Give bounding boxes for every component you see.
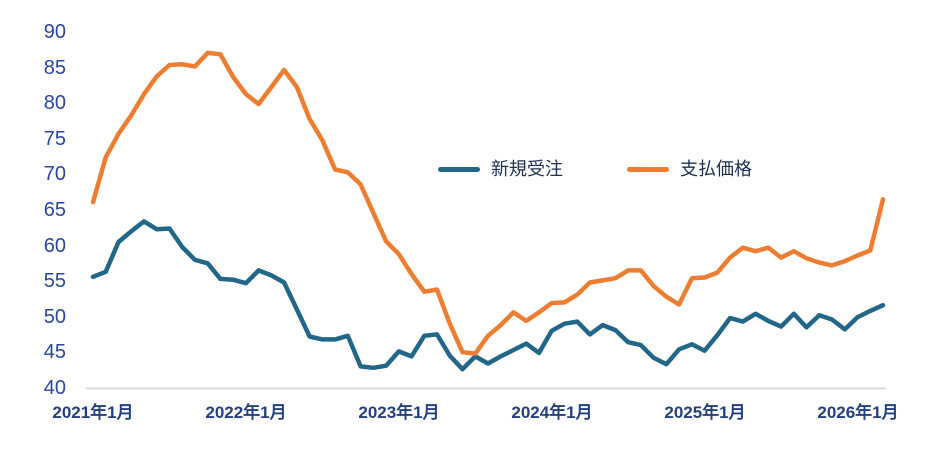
x-tick-label-2026: 2026年1月 [817, 403, 899, 422]
x-tick-label-2022: 2022年1月 [205, 403, 287, 422]
x-tick-label-2021: 2021年1月 [52, 403, 134, 422]
y-tick-label-85: 85 [43, 57, 66, 79]
legend-label-new-orders: 新規受注 [491, 159, 563, 179]
y-tick-label-90: 90 [43, 21, 66, 43]
y-tick-label-70: 70 [43, 163, 66, 185]
y-tick-label-60: 60 [43, 235, 66, 257]
new-orders-line-swatch [438, 166, 480, 172]
prices-paid-line-swatch [627, 166, 669, 172]
legend-item-prices-paid: 支払価格 [627, 158, 752, 180]
legend-label-prices-paid: 支払価格 [680, 159, 752, 179]
y-tick-label-45: 45 [43, 341, 66, 363]
new-orders-line [90, 219, 886, 372]
x-tick-label-2024: 2024年1月 [511, 403, 593, 422]
y-tick-label-80: 80 [43, 92, 66, 114]
y-tick-label-55: 55 [43, 270, 66, 292]
legend-item-new-orders: 新規受注 [438, 158, 563, 180]
x-tick-label-2025: 2025年1月 [664, 403, 746, 422]
y-tick-label-75: 75 [43, 128, 66, 150]
y-tick-label-40: 40 [43, 377, 66, 399]
x-tick-label-2023: 2023年1月 [358, 403, 440, 422]
y-tick-label-50: 50 [43, 306, 66, 328]
prices-paid-line [90, 50, 886, 356]
y-tick-label-65: 65 [43, 199, 66, 221]
